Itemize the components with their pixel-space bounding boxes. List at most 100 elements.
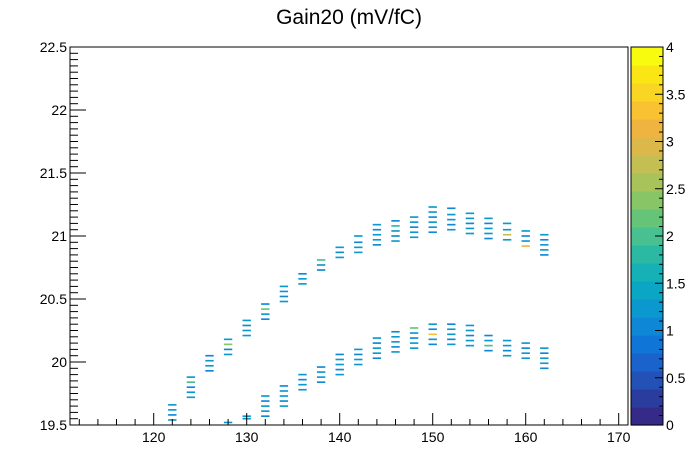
y-axis: 19.5 20 20.5 21 21.5 22 22.5 <box>40 39 86 433</box>
heatmap-bin <box>465 339 475 342</box>
heatmap-bin <box>261 395 270 397</box>
y-tick-label: 22.5 <box>40 39 67 55</box>
heatmap-bin <box>465 227 475 230</box>
heatmap-bin <box>279 290 289 293</box>
heatmap-bin <box>372 357 382 360</box>
heatmap-bin <box>372 238 382 241</box>
heatmap-bin <box>521 230 530 232</box>
heatmap-bin <box>354 251 363 254</box>
heatmap-bin <box>447 223 456 226</box>
y-tick-label: 22 <box>51 102 67 118</box>
heatmap-bin <box>316 264 326 266</box>
heatmap-bin <box>484 227 493 230</box>
heatmap-bin <box>261 415 270 417</box>
heatmap-bin <box>298 388 307 391</box>
heatmap-bin <box>409 327 419 329</box>
heatmap-bin <box>354 353 363 356</box>
heatmap-bin <box>484 344 493 347</box>
x-tick-label: 130 <box>235 429 259 445</box>
heatmap-bin <box>354 246 363 249</box>
heatmap-bin <box>335 353 344 356</box>
heatmap-bin <box>447 207 456 210</box>
heatmap-bin <box>540 367 549 370</box>
heatmap-bin <box>205 359 214 362</box>
heatmap-bin <box>298 378 307 381</box>
heatmap-bin <box>521 357 530 360</box>
heatmap-bin <box>521 347 530 349</box>
heatmap-bin <box>279 405 289 407</box>
heatmap-bin <box>447 328 456 331</box>
heatmap-bin <box>354 363 363 366</box>
color-scale-swatch <box>631 65 663 84</box>
heatmap-bin <box>372 223 382 226</box>
x-tick-label: 120 <box>142 429 166 445</box>
heatmap-bin <box>354 358 363 361</box>
heatmap-bin <box>521 352 530 354</box>
heatmap-bin <box>261 405 270 407</box>
color-scale-swatch <box>631 83 663 102</box>
heatmap-bin <box>242 319 251 322</box>
heatmap-bin <box>409 216 419 218</box>
heatmap-bin <box>502 238 512 241</box>
heatmap-bin <box>372 337 382 339</box>
color-scale-swatch <box>631 335 663 354</box>
heatmap-bin <box>335 256 344 259</box>
heatmap-bin <box>447 213 456 216</box>
heatmap-bin <box>540 254 549 256</box>
heatmap-bin <box>391 230 400 232</box>
heatmap-bin <box>298 278 307 280</box>
y-tick-label: 20.5 <box>40 291 67 307</box>
heatmap-bin <box>391 235 400 237</box>
z-tick-label: 0.5 <box>666 370 686 386</box>
heatmap-bin <box>242 334 251 337</box>
heatmap-bin <box>279 390 289 392</box>
heatmap-bin <box>521 245 530 247</box>
x-tick-label: 150 <box>421 429 445 445</box>
heatmap-bin <box>447 343 456 346</box>
heatmap-bin <box>447 338 456 341</box>
heatmap-bin <box>372 352 382 354</box>
heatmap-bin <box>484 232 493 235</box>
heatmap-bin <box>540 238 549 241</box>
color-scale-swatch <box>631 209 663 228</box>
heatmap-bin <box>428 231 437 234</box>
heatmap-bin <box>316 269 326 271</box>
color-scale-swatch <box>631 173 663 192</box>
heatmap-bin <box>186 396 196 399</box>
heatmap-bin <box>316 371 326 373</box>
color-scale-swatch <box>631 299 663 318</box>
color-scale-swatch <box>631 137 663 156</box>
heatmap-bin <box>372 347 382 349</box>
heatmap-bin <box>428 226 437 228</box>
heatmap-bin <box>372 342 382 344</box>
heatmap-bin <box>465 334 475 337</box>
heatmap-bin <box>354 348 363 351</box>
heatmap-bin <box>465 329 475 332</box>
heatmap-bin <box>168 414 177 416</box>
heatmap-bin <box>391 351 400 353</box>
z-tick-label: 3.5 <box>666 86 686 102</box>
y-tick-label: 20 <box>51 354 67 370</box>
y-tick-label: 21.5 <box>40 165 67 181</box>
heatmap-bin <box>409 347 419 349</box>
chart-title: Gain20 (mV/fC) <box>276 6 422 29</box>
heatmap-bin <box>540 362 549 365</box>
heatmap-bin <box>223 338 233 341</box>
heatmap-bin <box>205 370 214 372</box>
heatmap-bin <box>391 341 400 343</box>
heatmap-bin <box>335 251 344 254</box>
heatmap-bin <box>391 346 400 348</box>
heatmap-bin <box>223 348 233 351</box>
heatmap-bin <box>502 349 512 352</box>
heatmap-bin <box>391 225 400 227</box>
heatmap-bin <box>428 343 437 346</box>
heatmap-bin <box>409 226 419 228</box>
heatmap-bin <box>409 221 419 223</box>
heatmap-bin <box>447 323 456 326</box>
heatmap-bin <box>391 335 400 338</box>
heatmap-bin <box>409 337 419 339</box>
heatmap-bin <box>279 385 289 387</box>
heatmap-bin <box>465 222 475 225</box>
z-tick-label: 2 <box>666 228 674 244</box>
